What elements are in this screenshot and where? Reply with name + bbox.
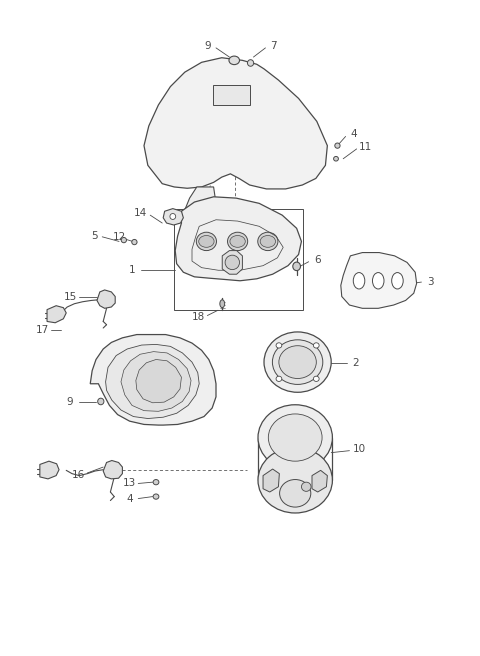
Ellipse shape bbox=[258, 405, 332, 470]
Ellipse shape bbox=[264, 332, 331, 392]
Text: 8: 8 bbox=[115, 348, 122, 359]
Text: 9: 9 bbox=[67, 397, 73, 407]
Ellipse shape bbox=[199, 236, 214, 247]
Text: 2: 2 bbox=[352, 358, 359, 368]
Text: 17: 17 bbox=[36, 325, 49, 335]
Text: 12: 12 bbox=[112, 232, 126, 243]
Ellipse shape bbox=[98, 398, 104, 405]
Polygon shape bbox=[144, 58, 327, 189]
Ellipse shape bbox=[372, 273, 384, 289]
Ellipse shape bbox=[153, 494, 159, 499]
Polygon shape bbox=[163, 209, 183, 225]
Ellipse shape bbox=[313, 343, 319, 348]
Polygon shape bbox=[47, 306, 66, 323]
Text: 10: 10 bbox=[353, 444, 366, 455]
Polygon shape bbox=[175, 197, 301, 281]
Ellipse shape bbox=[153, 480, 159, 485]
Ellipse shape bbox=[273, 340, 323, 384]
Text: 15: 15 bbox=[63, 292, 77, 302]
Text: 1: 1 bbox=[129, 265, 136, 276]
Polygon shape bbox=[222, 251, 242, 274]
Ellipse shape bbox=[228, 232, 248, 251]
Ellipse shape bbox=[121, 237, 127, 243]
Ellipse shape bbox=[229, 56, 240, 64]
Ellipse shape bbox=[279, 480, 311, 507]
Polygon shape bbox=[341, 253, 417, 308]
Text: 18: 18 bbox=[192, 312, 205, 322]
Text: 11: 11 bbox=[359, 142, 372, 152]
Ellipse shape bbox=[248, 60, 253, 66]
Text: 9: 9 bbox=[204, 41, 211, 51]
Text: KIA: KIA bbox=[224, 91, 238, 100]
Ellipse shape bbox=[260, 236, 276, 247]
Ellipse shape bbox=[225, 255, 240, 270]
Ellipse shape bbox=[258, 447, 332, 513]
Ellipse shape bbox=[170, 213, 176, 219]
Ellipse shape bbox=[132, 239, 137, 245]
Text: 4: 4 bbox=[126, 493, 133, 504]
Text: 13: 13 bbox=[123, 478, 136, 489]
Text: 6: 6 bbox=[314, 255, 321, 265]
Ellipse shape bbox=[334, 157, 338, 161]
Ellipse shape bbox=[392, 273, 403, 289]
Text: 4: 4 bbox=[350, 129, 357, 140]
Polygon shape bbox=[136, 359, 181, 403]
Ellipse shape bbox=[293, 262, 300, 270]
Text: 5: 5 bbox=[91, 230, 97, 241]
Ellipse shape bbox=[220, 300, 225, 308]
Polygon shape bbox=[213, 85, 250, 105]
Text: 3: 3 bbox=[427, 277, 434, 287]
Bar bbox=[174, 209, 303, 310]
Polygon shape bbox=[312, 470, 327, 492]
Ellipse shape bbox=[301, 482, 311, 491]
Polygon shape bbox=[185, 187, 221, 237]
Text: 7: 7 bbox=[270, 41, 277, 51]
Ellipse shape bbox=[313, 376, 319, 381]
Text: 14: 14 bbox=[134, 208, 147, 218]
Ellipse shape bbox=[335, 143, 340, 148]
Polygon shape bbox=[90, 335, 216, 425]
Ellipse shape bbox=[279, 346, 316, 379]
Ellipse shape bbox=[258, 232, 278, 251]
Ellipse shape bbox=[230, 236, 245, 247]
Ellipse shape bbox=[276, 343, 282, 348]
Ellipse shape bbox=[353, 273, 365, 289]
Ellipse shape bbox=[276, 376, 282, 381]
Text: 16: 16 bbox=[72, 470, 85, 480]
Polygon shape bbox=[106, 344, 199, 419]
Polygon shape bbox=[97, 290, 115, 308]
Polygon shape bbox=[121, 352, 191, 411]
Polygon shape bbox=[40, 461, 59, 479]
Polygon shape bbox=[263, 469, 279, 492]
Polygon shape bbox=[103, 461, 122, 479]
Ellipse shape bbox=[268, 414, 322, 461]
Ellipse shape bbox=[196, 232, 216, 251]
